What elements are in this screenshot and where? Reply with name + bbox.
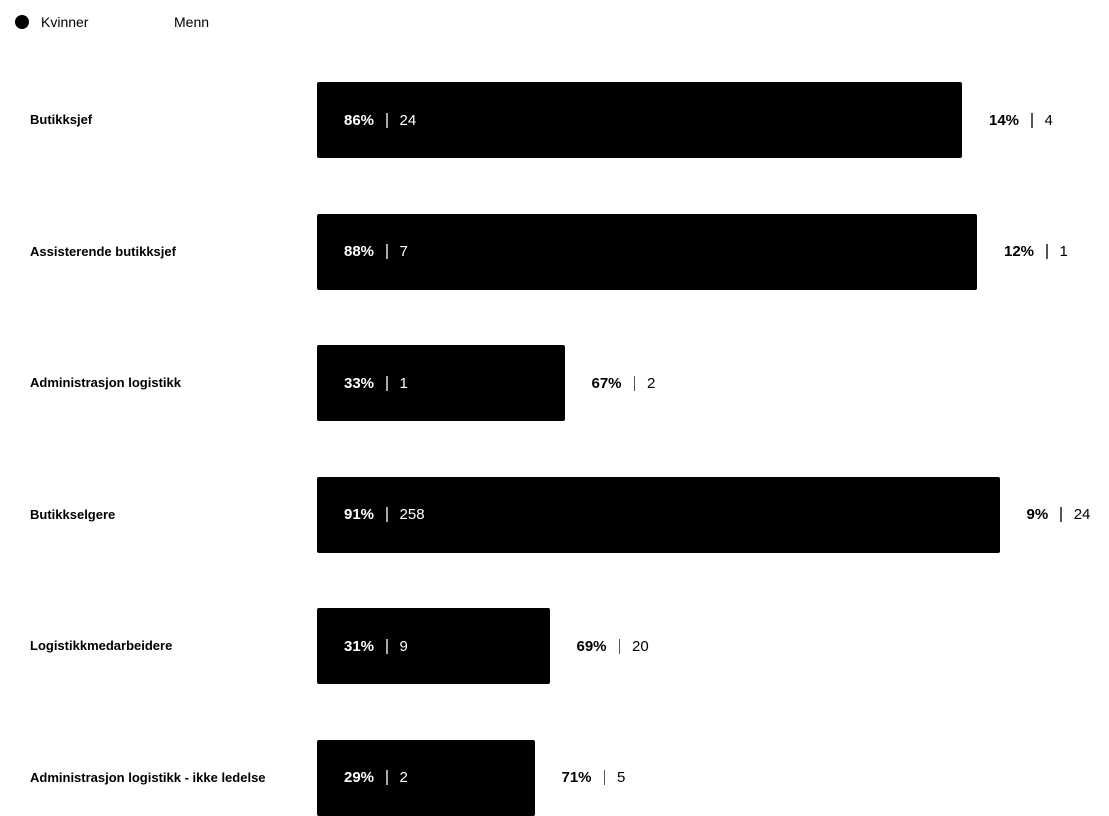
bar bbox=[317, 213, 977, 290]
bar bbox=[977, 213, 1067, 290]
separator bbox=[386, 112, 388, 128]
data-label: 29% 2 bbox=[344, 768, 408, 788]
separator bbox=[633, 375, 636, 391]
data-label: 67% 2 bbox=[592, 373, 656, 393]
percent-label: 12% bbox=[1004, 243, 1035, 260]
percent-label: 33% bbox=[344, 374, 375, 392]
legend-label: Menn bbox=[174, 14, 210, 30]
bar bbox=[317, 345, 565, 421]
data-label: 14% 4 bbox=[989, 110, 1053, 130]
separator bbox=[603, 770, 606, 785]
bar bbox=[549, 608, 1067, 684]
bar bbox=[999, 476, 1067, 553]
separator bbox=[386, 638, 388, 654]
separator bbox=[1031, 112, 1033, 128]
data-label: 69% 20 bbox=[577, 636, 649, 656]
percent-label: 91% bbox=[344, 506, 375, 523]
count-label: 2 bbox=[399, 769, 408, 786]
legend-item: Menn bbox=[148, 14, 209, 30]
separator bbox=[386, 770, 388, 785]
bar bbox=[317, 608, 550, 684]
legend-swatch bbox=[148, 15, 162, 29]
percent-label: 31% bbox=[344, 637, 375, 655]
data-label: 9% 24 bbox=[1027, 505, 1091, 525]
separator bbox=[386, 375, 388, 391]
percent-label: 71% bbox=[561, 769, 592, 786]
bar bbox=[317, 476, 1000, 553]
category-label: Administrasjon logistikk bbox=[30, 375, 181, 390]
legend-item: Kvinner bbox=[15, 14, 88, 30]
category-label: Administrasjon logistikk - ikke ledelse bbox=[30, 769, 266, 785]
separator bbox=[386, 244, 388, 259]
data-label: 12% 1 bbox=[1004, 242, 1068, 262]
percent-label: 29% bbox=[344, 769, 375, 786]
bar bbox=[962, 82, 1067, 158]
count-label: 7 bbox=[399, 243, 408, 260]
count-label: 4 bbox=[1044, 111, 1053, 129]
count-label: 5 bbox=[617, 769, 626, 786]
count-label: 9 bbox=[399, 637, 408, 655]
percent-label: 67% bbox=[591, 374, 622, 392]
separator bbox=[1046, 244, 1048, 259]
separator bbox=[1060, 507, 1062, 522]
count-label: 20 bbox=[632, 637, 649, 655]
count-label: 24 bbox=[399, 111, 417, 129]
separator bbox=[386, 507, 388, 522]
data-label: 91% 258 bbox=[344, 505, 425, 525]
data-label: 33% 1 bbox=[344, 373, 408, 393]
count-label: 24 bbox=[1073, 506, 1091, 523]
legend-label: Kvinner bbox=[41, 14, 89, 30]
category-label: Assisterende butikksjef bbox=[30, 243, 176, 259]
bar bbox=[564, 345, 1067, 421]
percent-label: 14% bbox=[989, 111, 1020, 129]
data-label: 88% 7 bbox=[344, 242, 408, 262]
count-label: 1 bbox=[1059, 243, 1068, 260]
percent-label: 88% bbox=[344, 243, 375, 260]
category-label: Logistikkmedarbeidere bbox=[30, 638, 173, 653]
data-label: 31% 9 bbox=[344, 636, 408, 656]
count-label: 2 bbox=[647, 374, 656, 392]
category-label: Butikksjef bbox=[30, 112, 93, 127]
data-label: 71% 5 bbox=[562, 768, 626, 788]
legend-swatch bbox=[15, 15, 29, 29]
separator bbox=[618, 638, 621, 654]
bar bbox=[317, 82, 962, 158]
percent-label: 86% bbox=[344, 111, 375, 129]
data-label: 86% 24 bbox=[344, 110, 416, 130]
bar bbox=[317, 739, 535, 816]
percent-label: 69% bbox=[576, 637, 607, 655]
category-label: Butikkselgere bbox=[30, 506, 116, 522]
bar bbox=[534, 739, 1067, 816]
count-label: 258 bbox=[399, 506, 425, 523]
count-label: 1 bbox=[399, 374, 408, 392]
percent-label: 9% bbox=[1026, 506, 1049, 523]
